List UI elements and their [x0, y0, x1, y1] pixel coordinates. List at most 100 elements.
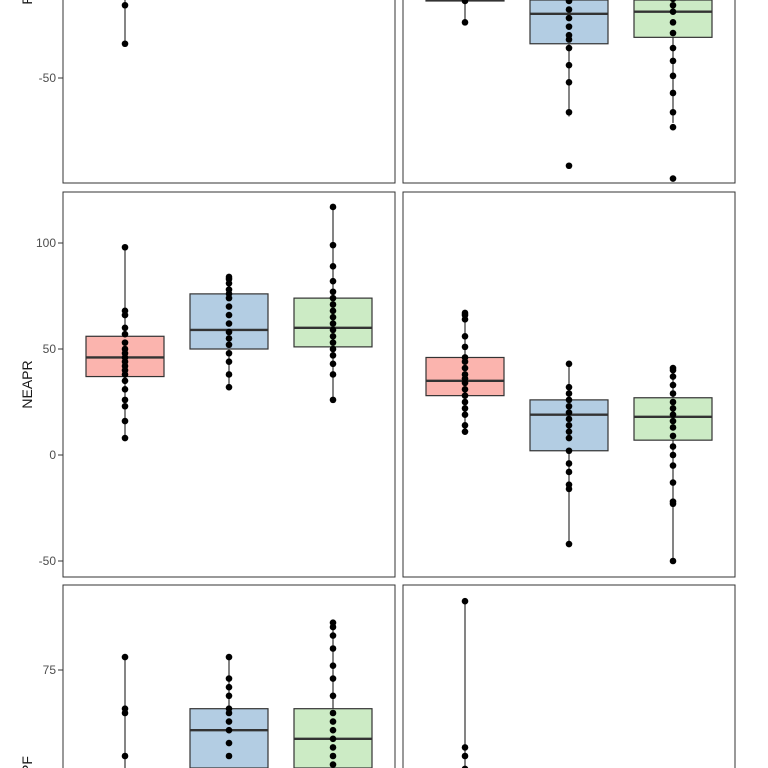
- data-point: [329, 326, 337, 334]
- data-point: [669, 443, 677, 450]
- data-point: [329, 332, 337, 340]
- data-point: [329, 360, 337, 368]
- data-point: [461, 765, 469, 768]
- data-point: [461, 422, 469, 429]
- data-point: [565, 434, 573, 442]
- data-point: [329, 675, 337, 682]
- data-point: [565, 396, 573, 404]
- panel-frame-r2-c1: [402, 584, 736, 768]
- data-point: [225, 303, 233, 310]
- data-point: [225, 683, 233, 691]
- data-point: [329, 371, 337, 378]
- data-point: [121, 40, 129, 48]
- data-point: [461, 428, 469, 435]
- data-point: [329, 345, 337, 353]
- data-point: [461, 309, 469, 317]
- data-point: [565, 23, 573, 30]
- data-point: [225, 705, 233, 712]
- y-tick-label: -50: [39, 554, 57, 568]
- y-tick-label: 0: [49, 448, 56, 462]
- data-point: [329, 744, 337, 751]
- data-point: [225, 335, 233, 342]
- data-point: [669, 398, 677, 406]
- data-point: [461, 332, 469, 340]
- data-point: [121, 243, 129, 251]
- data-point: [225, 752, 233, 760]
- data-point: [565, 468, 573, 476]
- data-point: [461, 364, 469, 372]
- data-point: [121, 752, 129, 760]
- data-point: [329, 241, 337, 249]
- data-point: [225, 358, 233, 366]
- data-point: [565, 402, 573, 410]
- data-point: [669, 123, 677, 131]
- data-point: [225, 383, 233, 391]
- data-point: [461, 385, 469, 393]
- y-axis-title: P: [19, 0, 35, 5]
- data-point: [225, 718, 233, 725]
- data-point: [329, 718, 337, 725]
- data-point: [565, 6, 573, 13]
- data-point: [121, 345, 129, 353]
- data-point: [329, 203, 337, 211]
- data-point: [121, 385, 129, 393]
- data-point: [329, 619, 337, 626]
- data-point: [669, 373, 677, 380]
- data-point: [669, 432, 677, 440]
- data-point: [329, 320, 337, 327]
- data-point: [461, 405, 469, 412]
- data-point: [669, 381, 677, 389]
- data-point: [565, 415, 573, 423]
- data-point: [225, 726, 233, 734]
- data-point: [329, 396, 337, 404]
- data-point: [329, 307, 337, 315]
- data-point: [565, 540, 573, 548]
- data-point: [565, 360, 573, 368]
- data-point: [565, 14, 573, 22]
- y-axis-title: PF: [19, 756, 35, 768]
- data-point: [329, 277, 337, 285]
- data-point: [669, 0, 677, 3]
- data-point: [565, 162, 573, 170]
- data-point: [669, 498, 677, 505]
- data-point: [329, 632, 337, 639]
- data-point: [565, 78, 573, 86]
- data-point: [461, 411, 469, 419]
- data-point: [565, 422, 573, 429]
- panel-frame-r0-c0: [62, 0, 396, 184]
- data-point: [565, 481, 573, 488]
- data-point: [225, 739, 233, 747]
- data-point: [121, 417, 129, 425]
- data-point: [225, 371, 233, 378]
- data-point: [461, 392, 469, 399]
- data-point: [121, 705, 129, 712]
- data-point: [121, 330, 129, 338]
- y-tick-label: 100: [36, 236, 56, 250]
- data-point: [461, 371, 469, 378]
- data-point: [329, 263, 337, 270]
- data-point: [669, 29, 677, 37]
- data-point: [565, 61, 573, 69]
- data-point: [461, 343, 469, 351]
- data-point: [121, 1, 129, 9]
- data-point: [225, 320, 233, 327]
- data-point: [121, 402, 129, 410]
- data-point: [669, 417, 677, 425]
- data-point: [565, 447, 573, 455]
- data-point: [669, 175, 677, 182]
- data-point: [669, 557, 677, 565]
- data-point: [121, 653, 129, 661]
- y-tick-label: -50: [39, 71, 57, 85]
- data-point: [669, 411, 677, 419]
- data-point: [329, 735, 337, 743]
- data-point: [461, 0, 469, 5]
- data-point: [329, 294, 337, 302]
- data-point: [565, 390, 573, 397]
- data-point: [225, 349, 233, 357]
- data-point: [329, 692, 337, 700]
- data-point: [329, 726, 337, 734]
- data-point: [669, 8, 677, 15]
- data-point: [121, 377, 129, 385]
- data-point: [225, 311, 233, 319]
- data-point: [461, 744, 469, 751]
